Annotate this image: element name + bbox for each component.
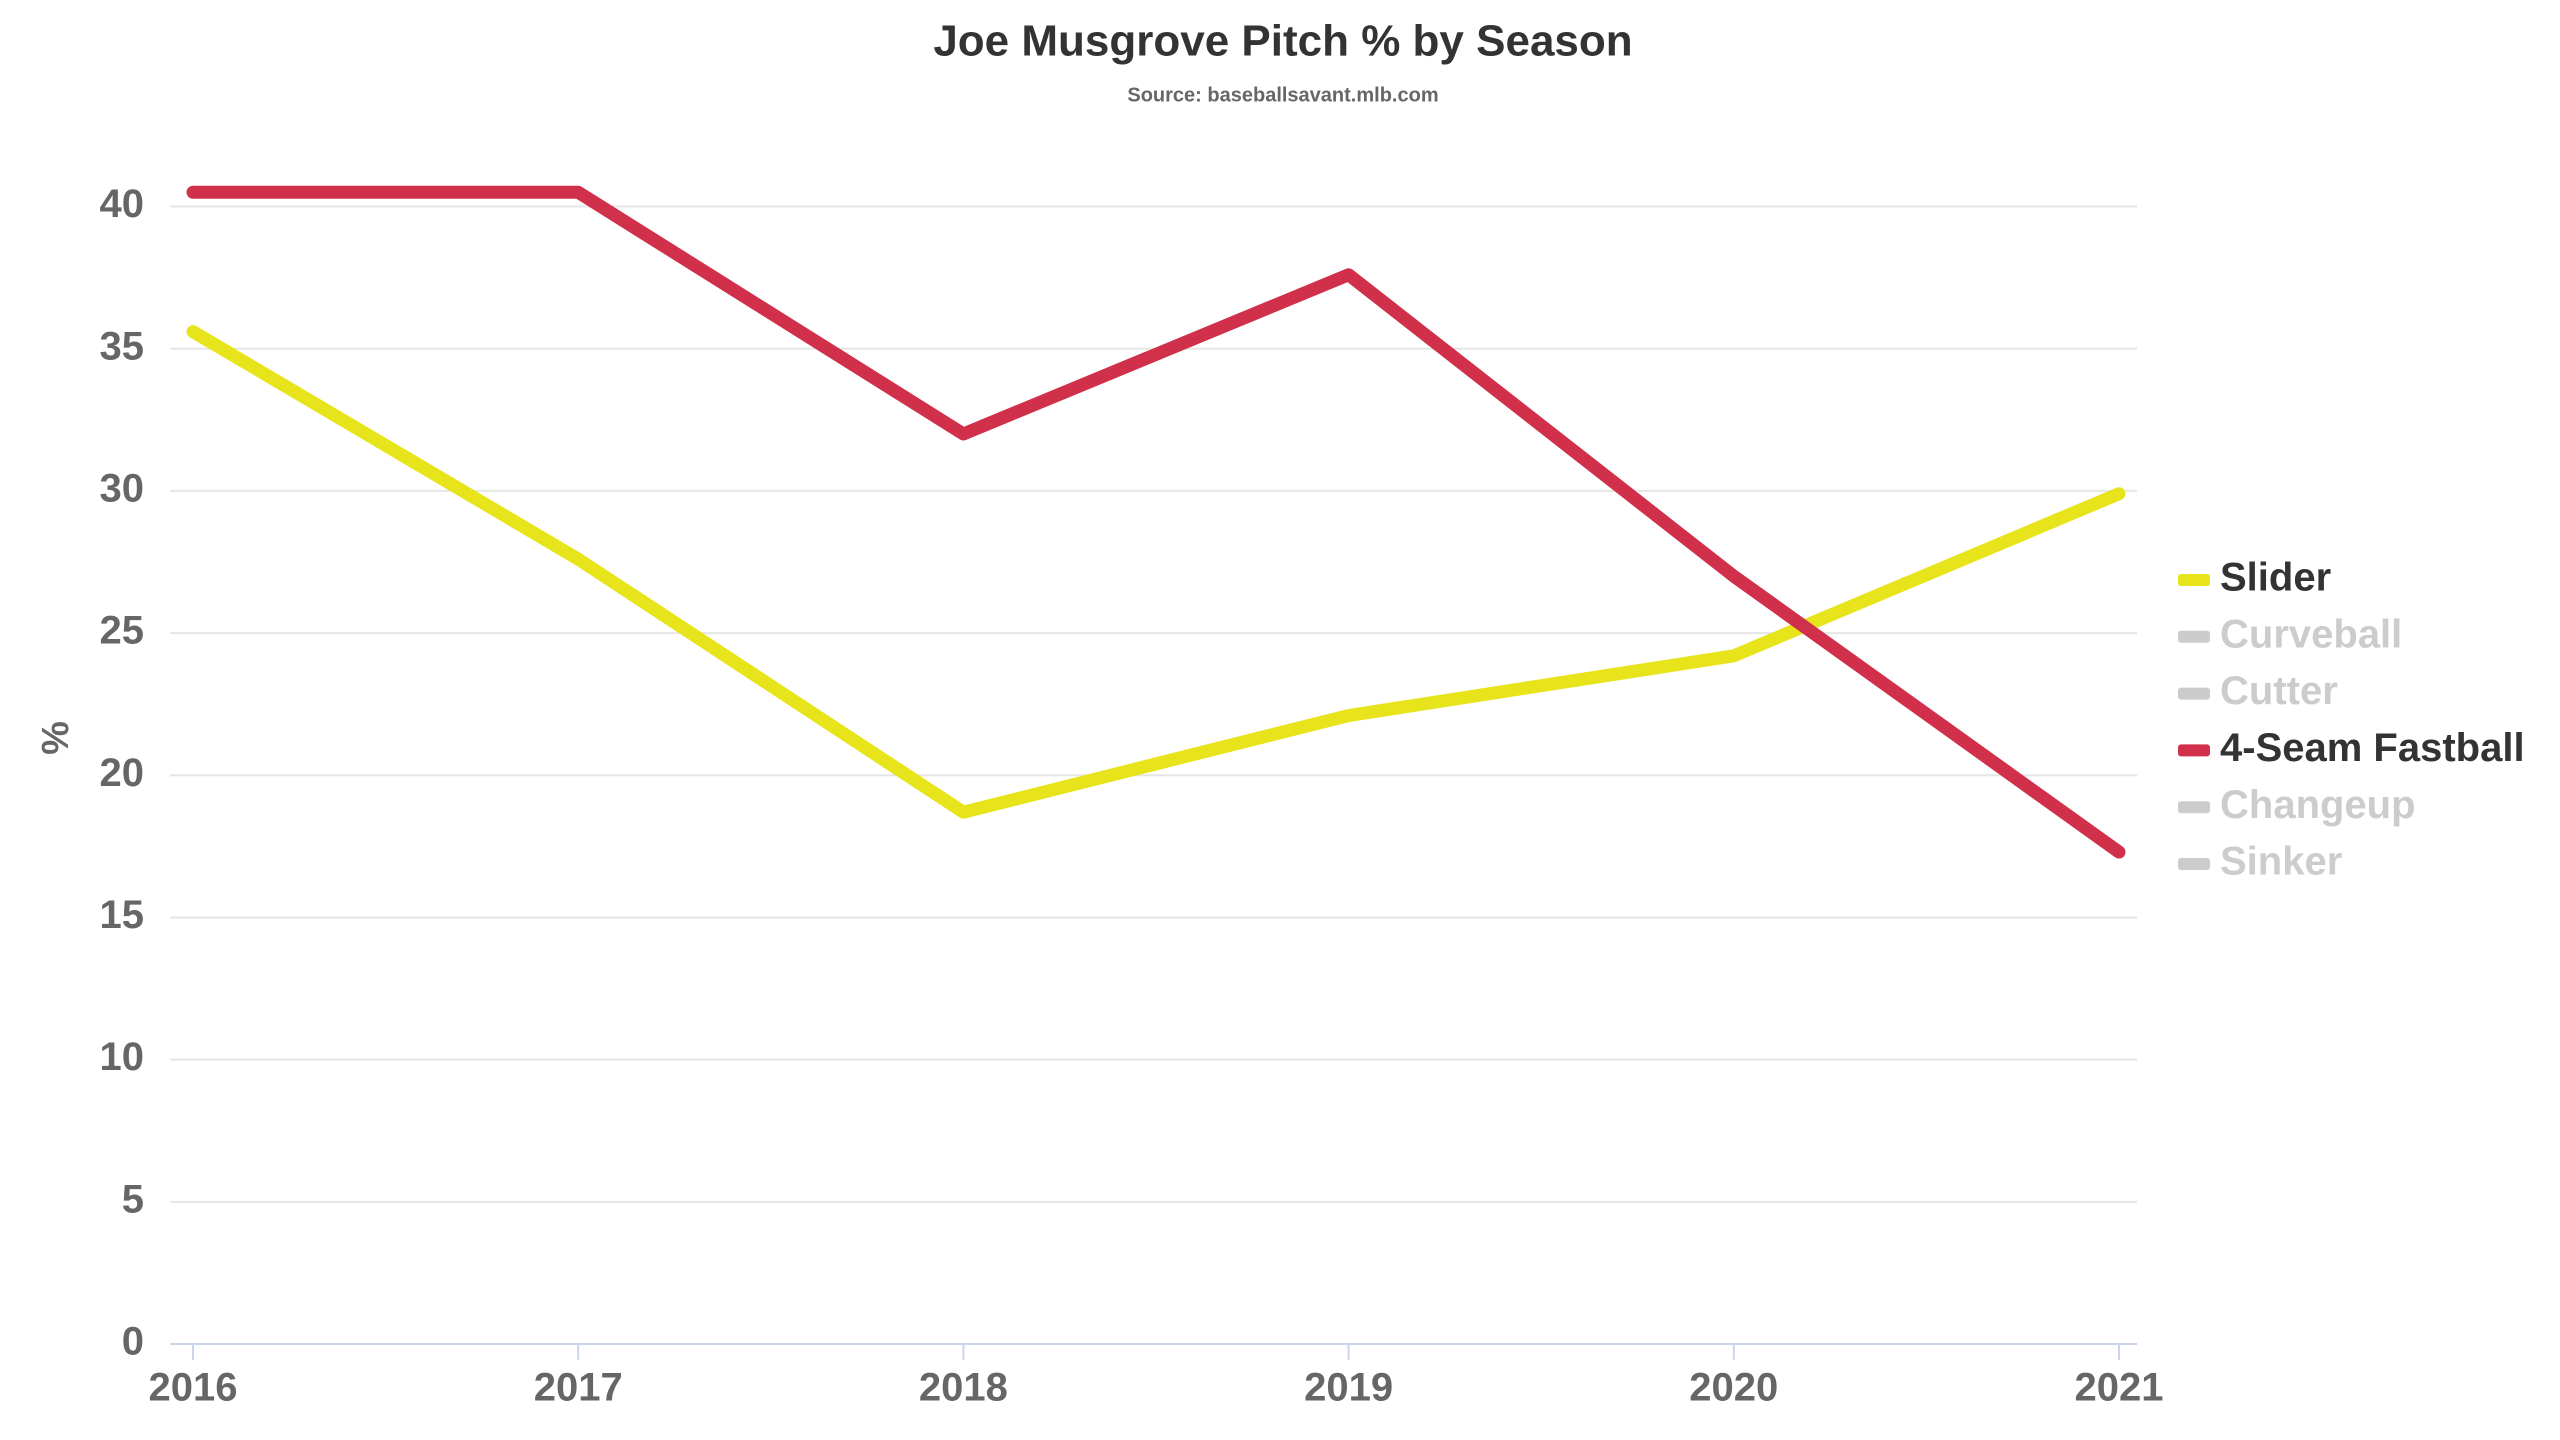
legend-label: Cutter xyxy=(2220,669,2338,713)
x-tick-label: 2020 xyxy=(1689,1366,1778,1410)
x-tick-label: 2017 xyxy=(534,1366,623,1410)
legend-label: Curveball xyxy=(2220,612,2402,656)
chart-title: Joe Musgrove Pitch % by Season xyxy=(933,17,1632,66)
legend-label: 4-Seam Fastball xyxy=(2220,726,2525,770)
x-tick-label: 2018 xyxy=(919,1366,1008,1410)
chart-subtitle: Source: baseballsavant.mlb.com xyxy=(1127,84,1438,106)
y-tick-label: 10 xyxy=(100,1035,145,1079)
x-tick-label: 2019 xyxy=(1304,1366,1393,1410)
y-tick-label: 25 xyxy=(100,609,145,653)
y-tick-label: 30 xyxy=(100,466,145,510)
y-tick-label: 5 xyxy=(122,1177,144,1221)
y-tick-label: 15 xyxy=(100,893,145,937)
x-tick-label: 2021 xyxy=(2075,1366,2164,1410)
legend-swatch xyxy=(2178,574,2210,586)
legend-swatch xyxy=(2178,630,2210,643)
legend-label: Changeup xyxy=(2220,783,2416,827)
y-tick-label: 20 xyxy=(100,751,145,795)
series-line xyxy=(186,185,2126,859)
series-line xyxy=(186,325,2126,819)
legend-label: Slider xyxy=(2220,556,2331,600)
legend-swatch xyxy=(2178,801,2210,814)
y-axis-label: % xyxy=(35,721,77,755)
legend-swatch xyxy=(2178,858,2210,870)
x-tick-label: 2016 xyxy=(149,1366,238,1410)
y-tick-label: 40 xyxy=(100,182,145,226)
legend-swatch xyxy=(2178,687,2210,700)
legend-label: Sinker xyxy=(2220,840,2342,884)
y-tick-label: 0 xyxy=(122,1320,144,1364)
y-tick-label: 35 xyxy=(100,324,145,368)
legend-swatch xyxy=(2178,744,2210,757)
